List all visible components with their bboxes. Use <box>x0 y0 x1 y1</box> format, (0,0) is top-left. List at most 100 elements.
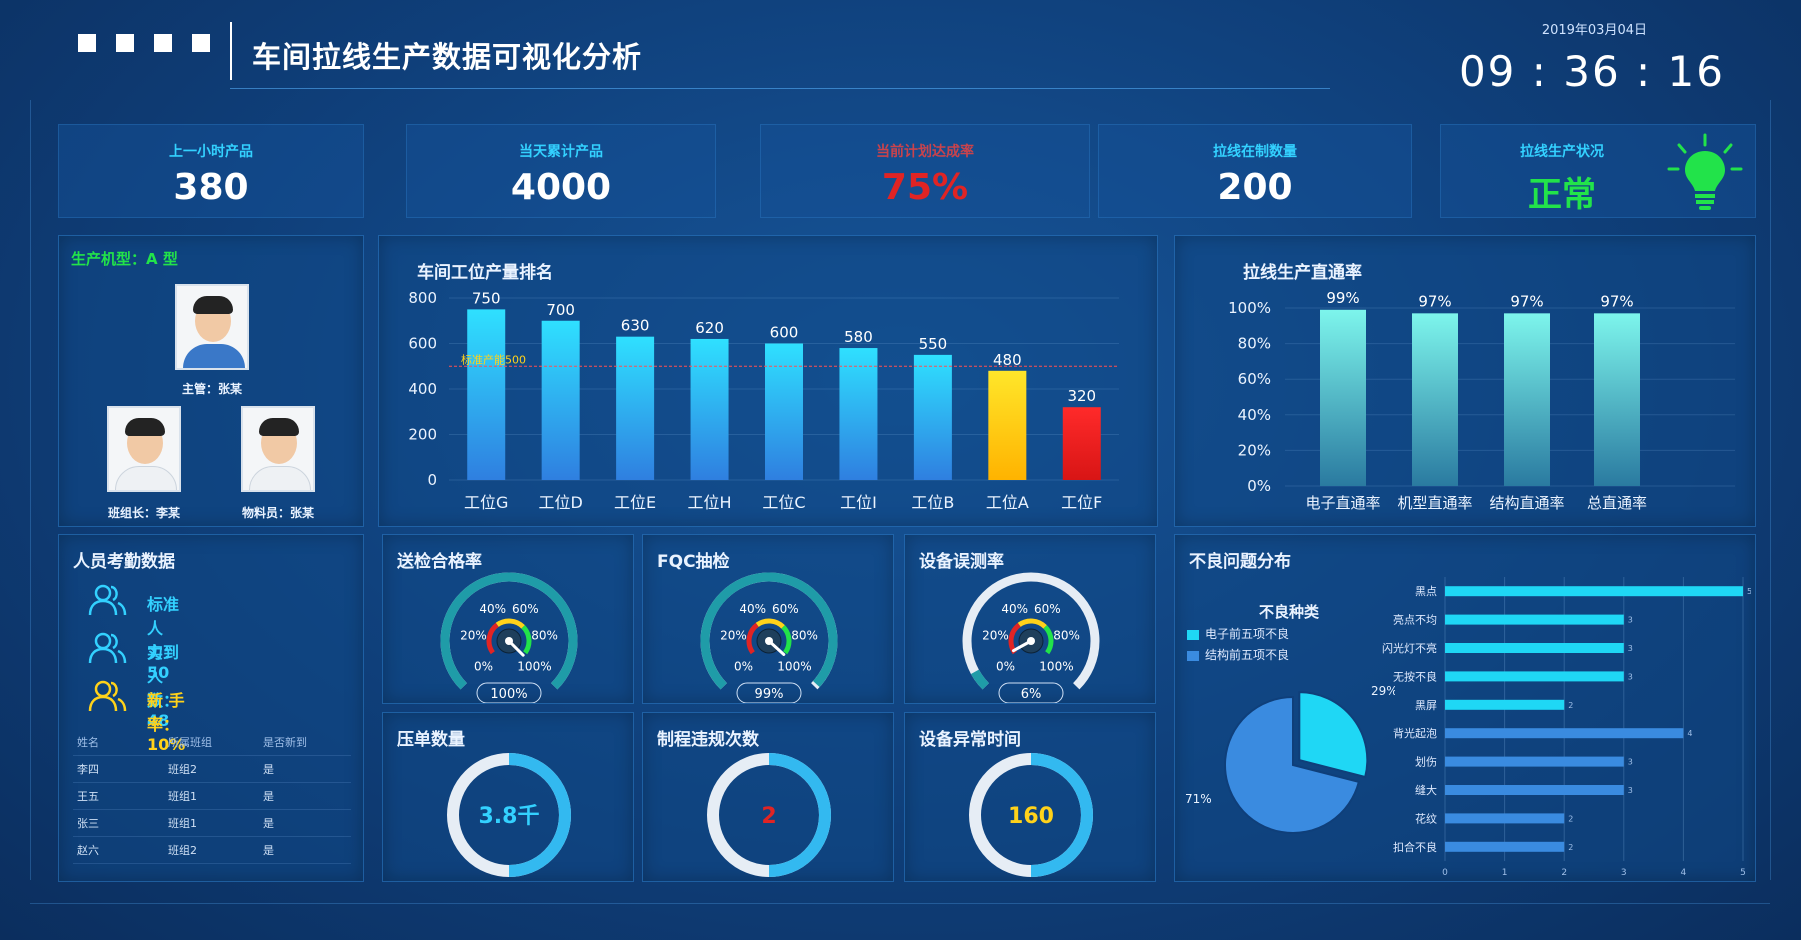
gauge-dial: 0% 20% 40% 60% 80% 100% 99% <box>700 572 838 703</box>
ring-chart: 2 <box>707 753 831 877</box>
y-tick-label: 20% <box>1238 441 1271 459</box>
avatar <box>175 284 249 370</box>
bar <box>1412 313 1458 486</box>
yield-chart: 0% 20% 40% 60% 80% 100% 99% 电子直通率 97% 机型直通率 97% 结构直… <box>1228 289 1735 512</box>
y-tick-label: 闪光灯不亮 <box>1382 641 1437 655</box>
gauge-track <box>962 572 1100 690</box>
gauge-panel-misdetect: 设备误测率 0% 20% 40% 60% 80% 100% 6% <box>904 534 1156 704</box>
bar-value-label: 3 <box>1628 616 1633 625</box>
bar-value-label: 700 <box>546 301 575 319</box>
gauge-tick-label: 80% <box>531 628 558 642</box>
table-cell: 王五 <box>77 790 99 803</box>
kpi-label: 上一小时产品 <box>169 144 253 160</box>
frame-right-line <box>1770 100 1771 880</box>
bar <box>1504 313 1550 486</box>
yield-panel: 拉线生产直通率 0% 20% 40% 60% 80% 100% 99% 电子直通率 97% 机型直… <box>1174 235 1756 527</box>
bar-value-label: 3 <box>1628 644 1633 653</box>
bar-value-label: 4 <box>1687 729 1692 738</box>
bar-value-label: 5 <box>1747 587 1751 596</box>
ring-value: 3.8千 <box>479 804 540 829</box>
ring-title: 制程违规次数 <box>657 730 759 750</box>
defect-pie: 29% 71% <box>1185 684 1395 834</box>
y-tick-label: 200 <box>408 426 437 444</box>
bar-value-label: 2 <box>1568 814 1573 823</box>
ring-chart: 160 <box>969 753 1093 877</box>
pie-slice <box>1298 691 1369 779</box>
gauge-inner-yellow <box>1017 618 1047 629</box>
kpi-label: 拉线在制数量 <box>1213 144 1297 160</box>
ring-fill <box>768 753 831 877</box>
table-cell: 是 <box>263 844 274 857</box>
kpi-daily-total: 当天累计产品 4000 <box>406 124 716 218</box>
gauge-value: 6% <box>1021 687 1042 702</box>
table-row: 李四 班组2 是 <box>73 756 351 783</box>
x-tick-label: 电子直通率 <box>1305 494 1380 512</box>
avatar-caption: 班组长：李某 <box>107 506 180 520</box>
bar-value-label: 97% <box>1600 292 1633 310</box>
pie-label: 29% <box>1371 684 1395 698</box>
bar <box>913 354 952 480</box>
table-header-cell: 是否新到 <box>263 736 307 749</box>
kpi-label: 拉线生产状况 <box>1520 144 1604 160</box>
gauge-inner-red <box>486 622 499 655</box>
ring-chart: 3.8千 <box>447 753 571 877</box>
legend-swatch <box>1187 650 1199 661</box>
bar <box>1320 309 1366 486</box>
gauge-title: 设备误测率 <box>919 552 1004 572</box>
bar-value-label: 97% <box>1418 292 1451 310</box>
reference-label: 标准产能500 <box>461 352 526 366</box>
gauge-value-box <box>736 682 802 703</box>
gauge-needle-pin <box>1027 637 1035 645</box>
ring-fill <box>1030 753 1093 877</box>
ring-value: 160 <box>1008 804 1054 829</box>
gauge-title: FQC抽检 <box>657 552 730 572</box>
x-tick-label: 3 <box>1621 868 1627 878</box>
table-header-cell: 所属班组 <box>168 736 212 749</box>
ring-title: 压单数量 <box>397 730 465 750</box>
bar <box>1062 407 1101 480</box>
gauge-tick-label: 60% <box>1034 602 1061 616</box>
gauge-dial: 0% 20% 40% 60% 80% 100% 6% <box>962 572 1100 703</box>
y-tick-label: 60% <box>1238 370 1271 388</box>
x-tick-label: 工位E <box>614 493 656 512</box>
ring-fill <box>508 753 571 877</box>
gauge-tick-label: 0% <box>734 659 753 673</box>
y-tick-label: 黑屏 <box>1415 699 1437 712</box>
y-tick-label: 0 <box>427 471 437 489</box>
gauge-tick-label: 100% <box>777 659 811 673</box>
y-tick-label: 0% <box>1247 477 1271 495</box>
logo-square <box>116 34 134 52</box>
x-tick-label: 总直通率 <box>1587 494 1647 512</box>
gauge-inner-yellow <box>755 618 785 629</box>
table-cell: 赵六 <box>77 844 99 857</box>
clock: 09 : 36 : 16 <box>1458 47 1725 96</box>
model-label: 生产机型：A 型 <box>71 250 178 268</box>
kpi-wip: 拉线在制数量 200 <box>1098 124 1412 218</box>
bar-value-label: 620 <box>695 319 724 337</box>
gauge-tick-label: 80% <box>1053 628 1080 642</box>
ring-panel-backlog: 压单数量 3.8千 <box>382 712 634 882</box>
bar <box>1445 699 1565 710</box>
kpi-line-status: 拉线生产状况 正常 <box>1440 124 1756 218</box>
gauge-tick-label: 40% <box>479 602 506 616</box>
gauge-tick-label: 100% <box>1039 659 1073 673</box>
legend-swatch <box>1187 629 1199 640</box>
gauge-fill <box>970 669 990 690</box>
ring-panel-downtime: 设备异常时间 160 <box>904 712 1156 882</box>
y-tick-label: 100% <box>1228 299 1271 317</box>
bar-value-label: 97% <box>1510 292 1543 310</box>
y-tick-label: 40% <box>1238 406 1271 424</box>
gauge-value: 99% <box>755 687 784 702</box>
bar <box>1445 756 1624 767</box>
bar <box>1445 813 1565 824</box>
y-tick-label: 400 <box>408 380 437 398</box>
station-output-panel: 车间工位产量排名 0 200 400 600 800 750 工位G 700 工位D 630 工位E… <box>378 235 1158 527</box>
kpi-plan-rate: 当前计划达成率 75% <box>760 124 1090 218</box>
gauge-fill <box>700 572 838 690</box>
table-cell: 班组1 <box>168 790 197 803</box>
x-tick-label: 工位A <box>986 493 1029 512</box>
y-tick-label: 黑点 <box>1415 585 1437 598</box>
logo-square <box>192 34 210 52</box>
defects-panel: 不良问题分布 不良种类 电子前五项不良 结构前五项不良 29% 71% 0 1 2 3 4… <box>1174 534 1756 882</box>
users-icon <box>88 680 127 712</box>
